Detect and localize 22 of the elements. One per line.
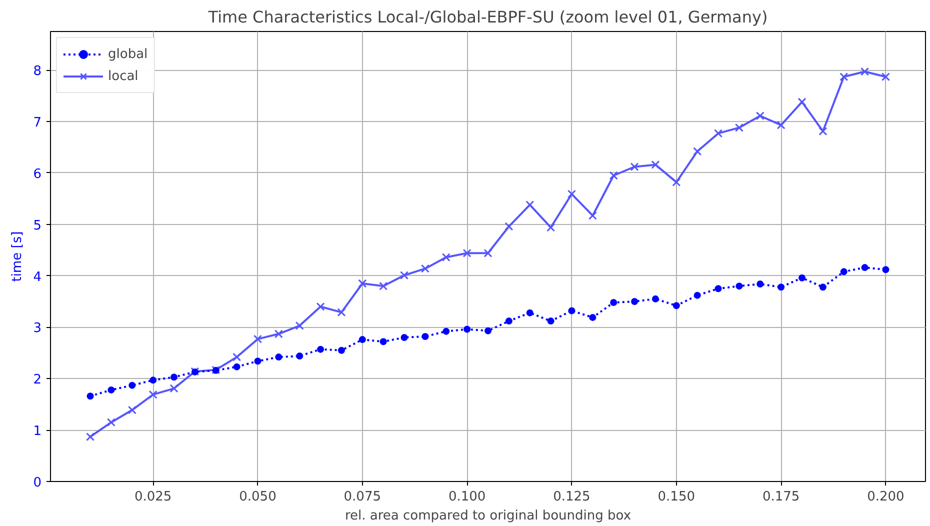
legend-label: global: [108, 46, 148, 62]
x-tick-label: 0.200: [867, 490, 904, 504]
y-tick-label: 7: [33, 116, 42, 130]
y-tick-label: 8: [33, 64, 42, 80]
y-tick-label: 3: [33, 321, 42, 336]
y-tick-label: 2: [33, 372, 42, 388]
y-tick-label: 6: [33, 166, 42, 182]
y-tick-label: 5: [33, 218, 42, 234]
x-tick-label: 0.050: [239, 490, 276, 504]
x-tick-label: 0.150: [658, 490, 696, 504]
x-tick-label: 0.075: [344, 490, 382, 504]
x-tick-label: 0.100: [448, 490, 486, 504]
y-tick-label: 0: [33, 476, 42, 490]
x-tick-label: 0.025: [134, 490, 172, 504]
chart-title: Time Characteristics Local-/Global-EBPF-SU (zoom level 01, Germany): [207, 8, 768, 26]
y-tick-label: 4: [33, 270, 42, 285]
legend-label: local: [108, 68, 138, 84]
y-tick-label: 1: [33, 424, 42, 440]
x-tick-label: 0.125: [553, 490, 590, 504]
x-tick-label: 0.175: [762, 490, 800, 504]
x-axis-title: rel. area compared to original bounding box: [344, 508, 632, 524]
y-axis-title: time [s]: [10, 231, 26, 282]
